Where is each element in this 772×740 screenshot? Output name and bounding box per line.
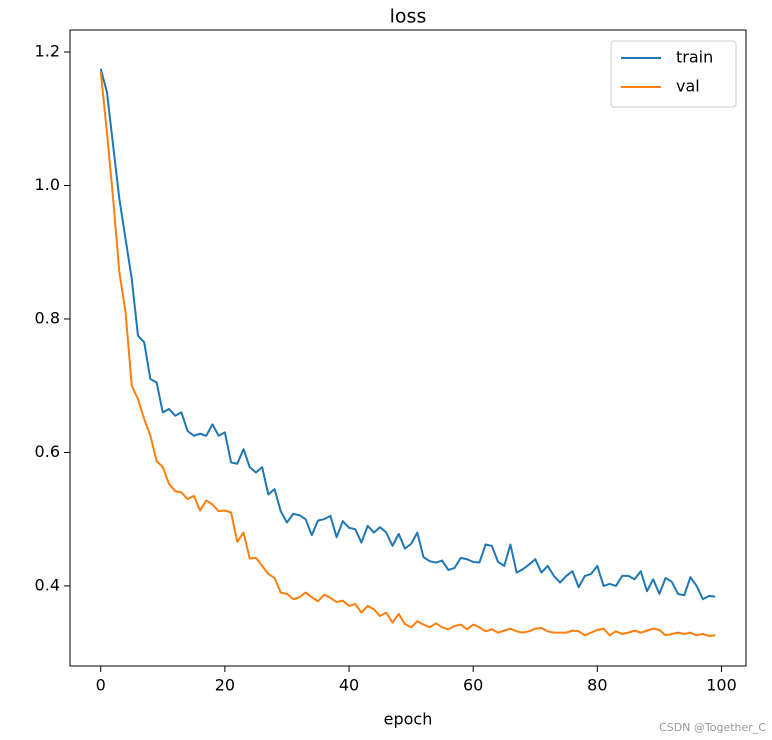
x-tick-label: 20 [215, 676, 235, 695]
y-tick-label: 1.0 [35, 175, 60, 194]
legend-label: train [676, 48, 713, 67]
chart-title: loss [390, 6, 427, 28]
x-tick-label: 40 [339, 676, 359, 695]
y-tick-label: 0.8 [35, 308, 60, 327]
x-tick-label: 0 [96, 676, 106, 695]
legend-label: val [676, 77, 700, 96]
x-tick-label: 60 [463, 676, 483, 695]
line-series [99, 68, 716, 601]
watermark: CSDN @Together_C [659, 721, 766, 734]
x-tick-label: 80 [587, 676, 607, 695]
x-axis-label: epoch [384, 710, 433, 729]
y-tick-label: 0.4 [35, 575, 60, 594]
line-series [99, 71, 716, 637]
legend-box [610, 40, 737, 108]
y-tick-label: 0.6 [35, 442, 60, 461]
x-tick-label: 100 [706, 676, 737, 695]
y-tick-label: 1.2 [35, 42, 60, 61]
plot-frame [69, 29, 747, 667]
